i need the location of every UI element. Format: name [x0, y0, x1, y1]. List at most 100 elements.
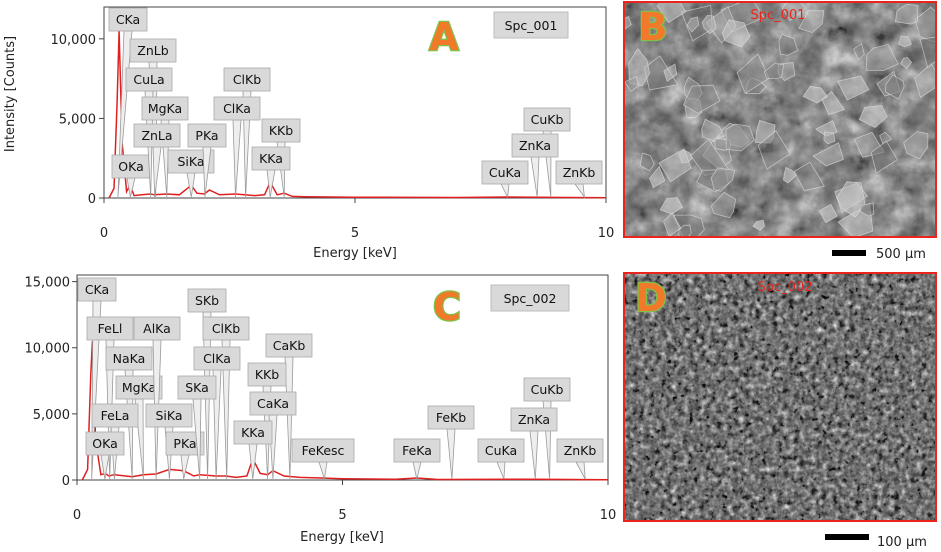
panel-c-peak-label: ClKb	[202, 316, 250, 480]
panel-a-ytick-label: 5,000	[59, 112, 96, 127]
panel-b-sem-flake	[736, 53, 770, 94]
panel-c-peak-text: CaKb	[273, 338, 306, 353]
panel-b-sem-flake	[649, 165, 666, 189]
panel-c-peak-box	[187, 288, 227, 313]
panel-c-peak-box	[165, 431, 205, 456]
panel-c-spectrum-layer	[81, 341, 609, 481]
panel-c-peak-pointer	[180, 454, 190, 480]
panel-c-letter: C	[433, 285, 461, 329]
panel-a-peak-box	[187, 123, 227, 148]
panel-b-sem-flake	[721, 19, 751, 48]
panel-a-peak-box	[167, 149, 215, 174]
panel-c-peak-text: FeLa	[101, 408, 130, 423]
panel-a-peak-pointer	[186, 172, 196, 198]
panel-c-peak-label: FeKa	[393, 438, 441, 480]
panel-b-sem-flake	[823, 131, 836, 145]
panel-a-peak-box	[223, 67, 271, 92]
panel-b-letter: B	[639, 5, 668, 49]
panel-b-sem-flake	[639, 152, 655, 172]
panel-c-ytick-label: 10,000	[25, 342, 71, 357]
panel-b-sem-flake	[865, 43, 899, 72]
panel-a-peak-text: CuLa	[133, 72, 164, 87]
panel-c-peak-text: ZnKa	[518, 412, 550, 427]
panel-c-peak-box	[193, 346, 241, 371]
panel-c-peak-label: KKa	[233, 420, 273, 480]
panel-c-peak-text: NaKa	[113, 351, 146, 366]
panel-a-peak-box	[125, 67, 173, 92]
panel-a-peak-box	[523, 107, 571, 132]
panel-c-spectrum-line-0	[81, 341, 609, 481]
panel-d-overlay-label: Spc_002	[758, 280, 813, 295]
panel-b-sem-flake	[783, 166, 797, 184]
panel-a-peak-label: ZnKb	[555, 160, 603, 199]
panel-b-sem-flake	[793, 161, 826, 191]
panel-c-xtick-label: 0	[73, 508, 81, 523]
panel-c-peak-box	[91, 403, 139, 428]
panel-c-peak-text: FeLl	[98, 321, 123, 336]
panel-b-sem-flake	[818, 203, 838, 224]
panel-b-sem-flake	[898, 35, 913, 48]
panel-b-sem-flake	[658, 148, 692, 183]
panel-c-peak-label: OKa	[85, 431, 125, 480]
panel-c-peak-text: CaKa	[257, 396, 289, 411]
panel-c-peak-text: FeKesc	[302, 443, 345, 458]
panel-c-peak-box	[249, 391, 297, 416]
panel-b-sem-flake	[763, 63, 785, 80]
panel-c-peak-box	[86, 316, 134, 341]
panel-a-ticks-layer: 0 5 10 0 5,000 10,000	[51, 33, 615, 241]
panel-d-scale-bar	[825, 534, 869, 540]
panel-b-sem-flake	[914, 62, 936, 99]
panel-c-peak-pointer	[248, 443, 258, 480]
panel-a-peak-pointer	[574, 183, 585, 199]
panel-a-xtick-label: 5	[351, 226, 359, 241]
panel-c-peak-label: PKa	[165, 431, 205, 480]
panel-c-peak-box	[105, 346, 153, 371]
panel-c-chart: CKa FeLl NaKa MgKa FeLa OKa AlKa SiKa PKa SKb ClKb…	[25, 274, 616, 545]
panel-a-spectrum-line-0	[108, 30, 607, 199]
panel-c-peak-box	[133, 316, 181, 341]
panel-c-peak-label: SKa	[177, 375, 217, 480]
panel-a-peak-pointer	[266, 169, 276, 198]
panel-c-peak-label: ZnKa	[510, 407, 558, 480]
panel-b-sem-flake	[903, 131, 929, 160]
panel-b-sem-flake	[836, 181, 866, 218]
panel-b-sem-flake	[701, 118, 723, 142]
panel-c-peak-text: MgKa	[122, 380, 156, 395]
panel-a-peak-text: OKa	[118, 159, 143, 174]
panel-b-sem-flake	[919, 36, 936, 69]
panel-c-peak-box	[233, 420, 273, 445]
panel-b-sem-flake	[686, 16, 700, 33]
panel-c-ytick-label: 5,000	[33, 408, 70, 423]
panel-a-peak-text: ZnLa	[141, 128, 172, 143]
panel-c-peak-text: SiKa	[155, 408, 182, 423]
panel-b-sem-flake	[628, 48, 651, 87]
panel-c-xtick-label: 5	[338, 508, 346, 523]
panel-c-peak-text: SKb	[195, 293, 219, 308]
panel-a-peak-text: ZnKb	[563, 165, 596, 180]
panel-b-scale-label: 500 µm	[876, 247, 926, 262]
panel-b-sem-flake	[656, 2, 687, 24]
panel-a-peak-box	[129, 38, 177, 63]
panel-b-sem-flake	[682, 84, 721, 114]
panel-a-peak-box	[213, 96, 261, 121]
panel-c-peak-text: SKa	[185, 380, 209, 395]
panel-a-peak-label: ClKa	[213, 96, 261, 198]
panel-a-peak-label: OKa	[111, 154, 151, 198]
panel-a-peak-label: ZnKa	[511, 133, 559, 198]
panel-c-peak-text: ClKa	[203, 351, 231, 366]
panel-b-sem-flake	[858, 105, 888, 128]
panel-b-sem-flake	[859, 202, 875, 217]
panel-a-peak-box	[141, 96, 189, 121]
panel-a-peak-pointer	[530, 156, 540, 198]
panel-a-ylabel: Intensity [Counts]	[3, 36, 18, 152]
panel-a-peak-text: KKb	[269, 123, 293, 138]
panel-a-peak-label: CKa	[108, 7, 148, 198]
panel-c-peak-text: KKb	[255, 367, 279, 382]
panel-a-spectrum-layer	[108, 30, 607, 199]
panel-c-peak-text: ZnKb	[564, 443, 597, 458]
panel-a-chart: CKa OKa ZnLb CuLa MgKa ZnLa SiKa PKa ClKb ClKa KKb…	[3, 6, 615, 261]
panel-c-peak-box	[265, 333, 313, 358]
panel-d-scale-label: 100 µm	[877, 535, 927, 550]
panel-d-sem-image: Spc_002 D 100 µm	[623, 272, 937, 550]
panel-a-peak-pointer	[152, 146, 162, 198]
